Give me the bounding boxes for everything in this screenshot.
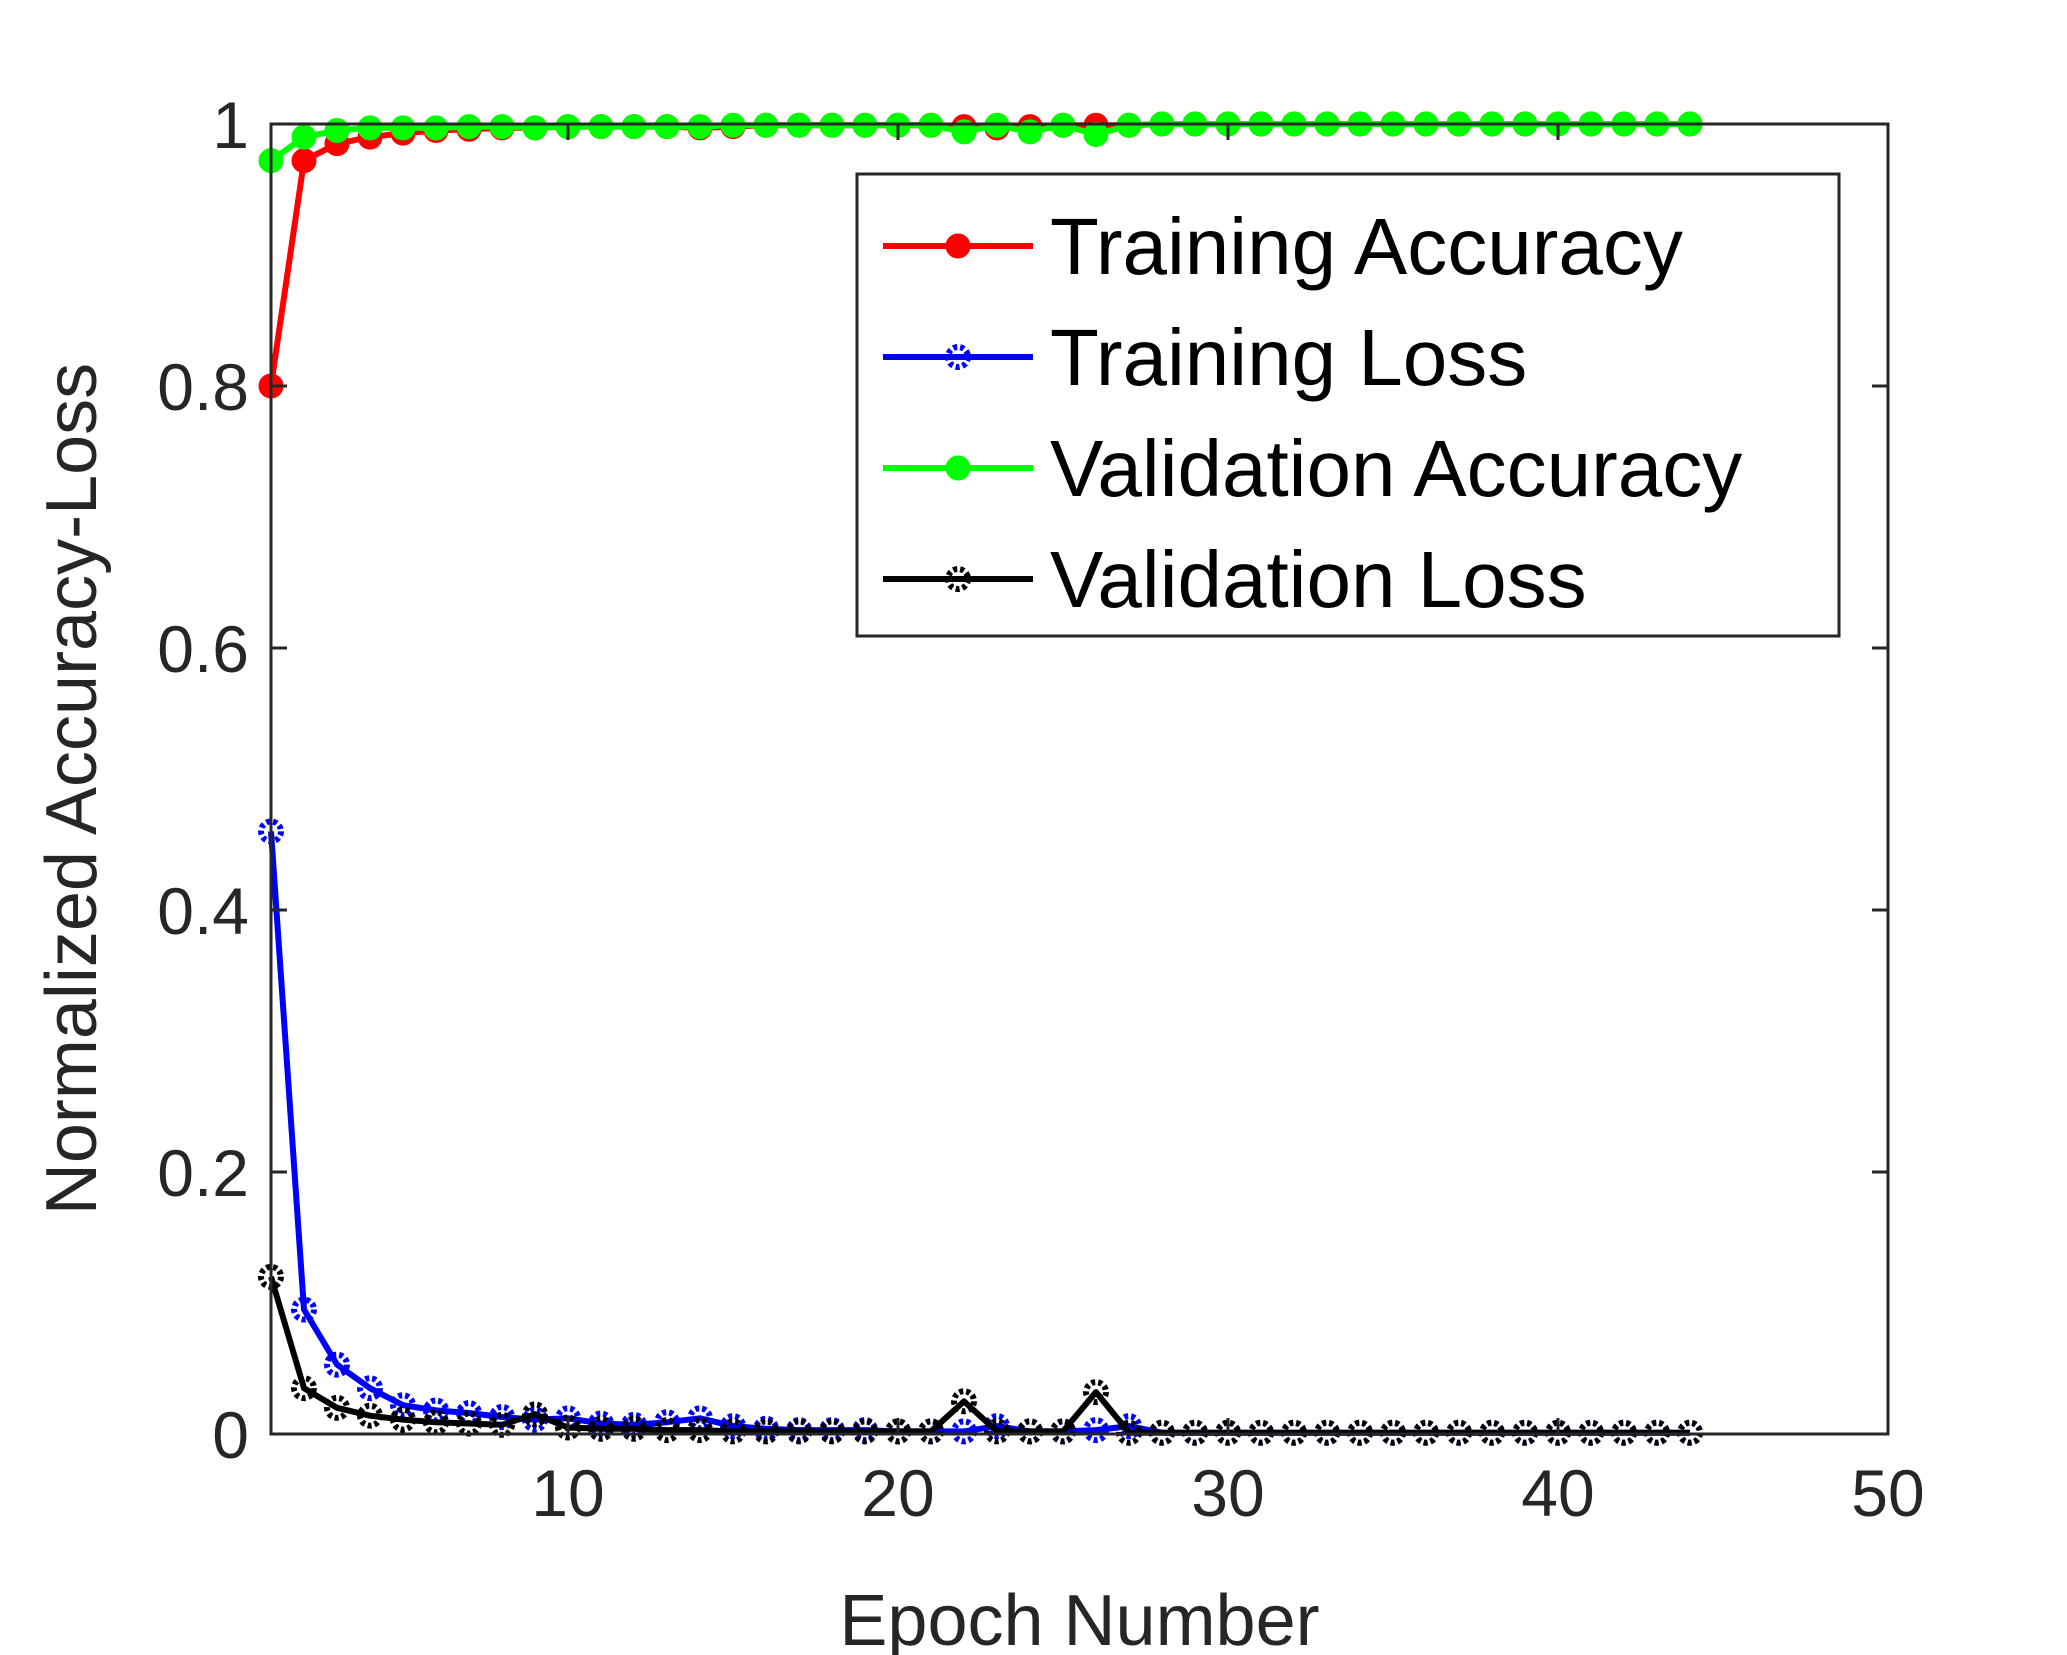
y-tick-label: 0.2 — [157, 1136, 249, 1210]
data-point — [456, 114, 482, 140]
data-point — [588, 1415, 614, 1442]
data-point — [687, 114, 713, 140]
data-point — [918, 1418, 944, 1445]
legend-entry: Validation Accuracy — [883, 424, 1742, 513]
data-point — [951, 1388, 977, 1415]
data-point — [1083, 121, 1109, 147]
y-tick-label: 0.6 — [157, 612, 249, 686]
data-point — [1050, 1418, 1076, 1445]
data-point — [324, 1351, 350, 1378]
data-point — [819, 1418, 845, 1445]
legend-label: Training Loss — [1050, 313, 1527, 402]
legend-label: Training Accuracy — [1050, 202, 1683, 291]
legend-label: Validation Accuracy — [1050, 424, 1742, 513]
data-point — [852, 1418, 878, 1445]
data-point — [291, 1296, 317, 1323]
data-point — [1083, 1379, 1109, 1406]
data-point — [522, 1401, 548, 1428]
data-point — [984, 1418, 1010, 1445]
data-point — [720, 1418, 746, 1445]
data-point — [621, 1415, 647, 1442]
data-point — [1017, 119, 1043, 145]
series-line — [268, 1275, 1690, 1436]
data-point — [423, 1409, 449, 1436]
legend-entry: Training Accuracy — [883, 202, 1683, 291]
series-line — [269, 121, 1690, 164]
data-point — [489, 114, 515, 140]
x-axis-label: Epoch Number — [839, 1581, 1319, 1655]
data-point — [786, 1418, 812, 1445]
data-point — [390, 115, 416, 141]
legend: Training Accuracy Training Loss Validation… — [855, 172, 1841, 638]
data-point — [357, 1402, 383, 1429]
y-tick-label: 0.8 — [157, 350, 249, 424]
data-point — [522, 115, 548, 141]
x-tick-label: 10 — [531, 1456, 604, 1530]
y-tick-label: 0 — [212, 1398, 249, 1472]
axes: 10 20 30 40 50 0 0.2 0.4 0.6 0.8 1 — [157, 88, 1924, 1530]
legend-marker — [945, 455, 971, 481]
x-tick-label: 20 — [861, 1456, 934, 1530]
data-point — [951, 1418, 977, 1445]
legend-marker — [945, 344, 971, 370]
data-point — [423, 115, 449, 141]
series-line — [268, 831, 1690, 1436]
data-point — [357, 1375, 383, 1402]
data-point — [588, 114, 614, 140]
data-point — [291, 148, 317, 174]
legend-entry: Training Loss — [883, 313, 1527, 402]
y-tick-label: 1 — [212, 88, 249, 162]
x-tick-label: 40 — [1521, 1456, 1594, 1530]
data-point — [390, 1392, 416, 1419]
legend-marker — [945, 233, 971, 259]
series-training-loss — [258, 818, 1703, 1446]
legend-box — [855, 172, 1841, 638]
data-point — [753, 1418, 779, 1445]
x-tick-label: 50 — [1851, 1456, 1924, 1530]
data-point — [390, 1406, 416, 1433]
data-point — [291, 1375, 317, 1402]
x-tick-label: 30 — [1191, 1456, 1264, 1530]
data-point — [291, 124, 317, 150]
y-tick-label: 0.4 — [157, 874, 249, 948]
legend-label: Validation Loss — [1050, 535, 1587, 624]
data-point — [951, 119, 977, 145]
y-axis-label: Normalized Accuracy-Loss — [32, 363, 112, 1215]
series-validation-accuracy — [258, 111, 1703, 174]
data-point — [357, 115, 383, 141]
data-point — [324, 1394, 350, 1421]
legend-entry: Validation Loss — [883, 535, 1587, 624]
data-point — [687, 1417, 713, 1444]
data-point — [885, 1418, 911, 1445]
legend-marker — [945, 566, 971, 592]
data-point — [1017, 1418, 1043, 1445]
data-point — [1083, 1417, 1109, 1444]
data-point — [555, 1414, 581, 1441]
data-point — [654, 114, 680, 140]
data-point — [621, 114, 647, 140]
axes-box — [269, 122, 1890, 1436]
data-point — [654, 1417, 680, 1444]
